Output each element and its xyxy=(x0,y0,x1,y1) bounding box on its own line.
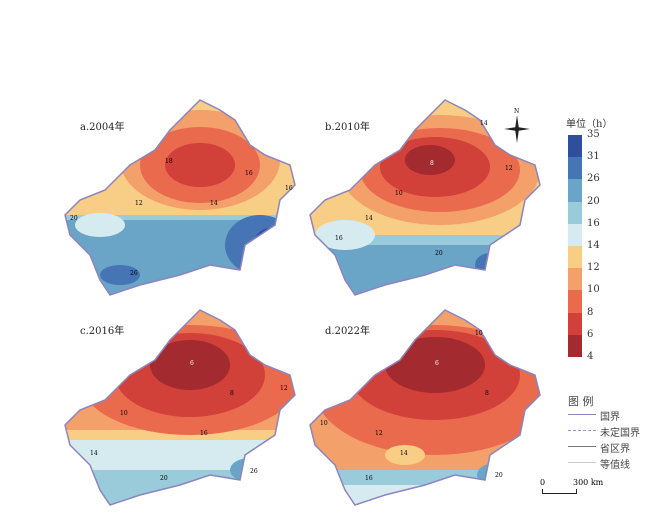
contour-label: 16 xyxy=(245,170,253,177)
province-border-symbol xyxy=(568,446,596,447)
color-scale-swatch xyxy=(568,201,582,224)
legend-title: 单位（h） xyxy=(566,119,613,130)
map-panel-2016: 12 10 8 6 16 14 20 26 xyxy=(64,309,296,506)
svg-text:N: N xyxy=(514,108,519,115)
color-scale-swatch xyxy=(568,179,582,202)
color-scale-swatch xyxy=(568,157,582,180)
national-border-symbol xyxy=(568,414,596,415)
contour-label: 10 xyxy=(120,410,128,417)
scale-start: 0 xyxy=(540,478,546,487)
contour-label: 14 xyxy=(365,215,373,222)
color-scale-tick: 6 xyxy=(587,328,594,340)
contour-label: 6 xyxy=(435,360,439,367)
contour-label: 14 xyxy=(90,450,98,457)
color-scale-tick: 14 xyxy=(587,240,600,251)
contour-label: 16 xyxy=(365,475,373,482)
north-arrow-icon: N xyxy=(504,108,530,143)
contour-label: 12 xyxy=(375,430,383,437)
color-scale-tick: 20 xyxy=(587,195,600,207)
legend-label: 未定国界 xyxy=(600,428,640,439)
contour-label: 18 xyxy=(165,158,173,165)
contour-label: 20 xyxy=(160,475,168,482)
color-scale-swatch xyxy=(568,135,582,158)
color-scale-swatch xyxy=(568,312,582,335)
contour-label: 10 xyxy=(395,190,403,197)
panel-title-b: b.2010年 xyxy=(325,122,371,133)
map-panel-2004: 18 16 14 12 20 26 31 16 xyxy=(64,99,296,296)
undetermined-border-symbol xyxy=(568,430,596,431)
contour-label: 14 xyxy=(400,450,408,457)
contour-label: 8 xyxy=(430,160,434,167)
color-scale-tick: 8 xyxy=(587,306,594,318)
contour-label: 16 xyxy=(335,235,343,242)
panel-title-c: c.2016年 xyxy=(80,326,125,337)
symbol-legend-title: 图 例 xyxy=(568,395,594,408)
scale-end: 300 km xyxy=(573,478,604,487)
contour-label: 31 xyxy=(260,255,268,262)
color-scale-swatch xyxy=(568,245,582,269)
color-scale-tick: 26 xyxy=(587,173,600,185)
contour-label: 8 xyxy=(485,390,489,397)
color-scale-bar xyxy=(568,135,582,357)
color-scale-swatch xyxy=(568,290,582,313)
contour-label: 10 xyxy=(475,330,483,337)
contour-label: 8 xyxy=(230,390,234,397)
isoline-symbol xyxy=(568,462,596,463)
legend-label: 等值线 xyxy=(600,460,630,471)
color-scale-tick: 35 xyxy=(587,129,600,140)
color-scale-tick: 16 xyxy=(587,217,600,229)
contour-label: 26 xyxy=(490,262,498,269)
contour-label: 26 xyxy=(130,270,138,277)
contour-label: 14 xyxy=(210,200,218,207)
contour-label: 12 xyxy=(135,200,143,207)
contour-label: 12 xyxy=(280,385,288,392)
panel-title-d: d.2022年 xyxy=(325,326,371,337)
contour-label: 6 xyxy=(190,360,194,367)
contour-label: 10 xyxy=(320,420,328,427)
scale-bar xyxy=(542,489,577,494)
legend-label: 国界 xyxy=(600,412,620,423)
color-scale-swatch xyxy=(568,334,582,357)
contour-label: 20 xyxy=(435,250,443,257)
color-scale-tick: 4 xyxy=(587,351,594,362)
color-scale-swatch xyxy=(568,223,582,246)
contour-label: 14 xyxy=(480,120,488,127)
color-scale-tick: 12 xyxy=(587,262,600,274)
contour-label: 20 xyxy=(495,472,503,479)
map-panel-2022: 10 8 6 12 14 16 20 10 xyxy=(309,309,541,506)
contour-label: 16 xyxy=(285,185,293,192)
contour-label: 16 xyxy=(200,430,208,437)
color-scale-tick: 31 xyxy=(587,151,600,163)
contour-label: 12 xyxy=(505,165,513,172)
contour-label: 20 xyxy=(70,215,78,222)
color-scale-swatch xyxy=(568,268,582,291)
map-panel-2010: 14 12 10 8 16 20 26 14 xyxy=(309,99,541,296)
legend-label: 省区界 xyxy=(600,444,630,455)
contour-label: 26 xyxy=(250,468,258,475)
color-scale-tick: 10 xyxy=(587,284,600,296)
panel-title-a: a.2004年 xyxy=(80,122,125,133)
